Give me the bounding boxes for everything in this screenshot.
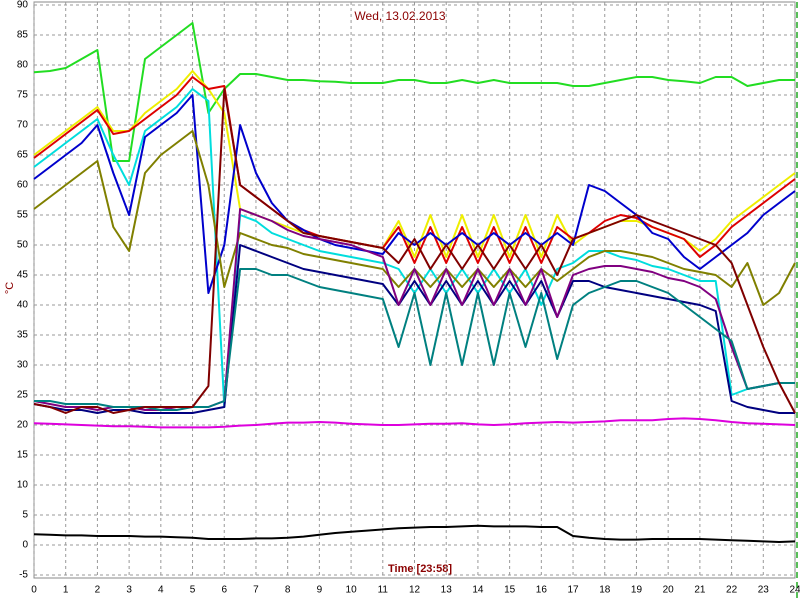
y-tick-label: 15 xyxy=(17,450,29,461)
x-tick-label: 10 xyxy=(346,585,358,596)
series-line xyxy=(33,94,796,294)
y-tick-label: 65 xyxy=(17,150,29,161)
x-tick-label: 5 xyxy=(190,585,196,596)
x-tick-label: 21 xyxy=(694,585,706,596)
chart-title: Wed, 13.02.2013 xyxy=(354,9,446,23)
y-tick-label: 70 xyxy=(17,120,29,131)
x-tick-label: 23 xyxy=(758,585,770,596)
x-tick-label: 8 xyxy=(285,585,291,596)
y-tick-label: 35 xyxy=(17,330,29,341)
series-line xyxy=(33,76,796,264)
y-tick-label: 90 xyxy=(17,0,29,11)
x-tick-label: 4 xyxy=(158,585,164,596)
y-tick-label: 25 xyxy=(17,390,29,401)
x-tick-label: 19 xyxy=(631,585,643,596)
x-axis-label: Time [23:58] xyxy=(388,563,452,575)
x-tick-label: 24 xyxy=(789,585,800,596)
y-tick-label: 40 xyxy=(17,300,29,311)
x-tick-label: 22 xyxy=(726,585,738,596)
series-line xyxy=(33,22,795,162)
series-line xyxy=(33,524,796,543)
y-tick-label: 55 xyxy=(17,210,29,221)
x-tick-label: 13 xyxy=(441,585,453,596)
y-tick-label: 10 xyxy=(17,480,29,491)
x-tick-label: 0 xyxy=(31,585,37,596)
y-tick-label: 20 xyxy=(17,420,29,431)
y-tick-label: -5 xyxy=(19,570,28,581)
y-tick-label: 85 xyxy=(17,30,29,41)
x-tick-label: 16 xyxy=(536,585,548,596)
x-tick-label: 1 xyxy=(63,585,69,596)
series-line xyxy=(34,268,795,411)
series-line xyxy=(33,244,795,414)
x-tick-label: 2 xyxy=(95,585,101,596)
x-tick-label: 12 xyxy=(409,585,421,596)
x-tick-label: 18 xyxy=(599,585,611,596)
x-tick-label: 6 xyxy=(221,585,227,596)
x-tick-label: 7 xyxy=(253,585,259,596)
y-tick-label: 30 xyxy=(17,360,29,371)
y-axis-label: °C xyxy=(4,282,16,294)
y-tick-label: 45 xyxy=(17,270,29,281)
series-line xyxy=(33,88,796,414)
y-tick-label: 5 xyxy=(22,510,28,521)
y-tick-label: 75 xyxy=(17,90,29,101)
y-tick-label: 80 xyxy=(17,60,29,71)
x-tick-label: 9 xyxy=(317,585,323,596)
x-tick-label: 15 xyxy=(504,585,516,596)
y-tick-label: 60 xyxy=(17,180,29,191)
y-tick-label: 50 xyxy=(17,240,29,251)
x-tick-label: 20 xyxy=(663,585,675,596)
x-tick-label: 17 xyxy=(567,585,579,596)
x-tick-label: 3 xyxy=(126,585,132,596)
x-tick-label: 11 xyxy=(378,585,389,596)
y-tick-label: 0 xyxy=(22,540,28,551)
series-line xyxy=(33,417,796,429)
x-tick-label: 14 xyxy=(472,585,484,596)
